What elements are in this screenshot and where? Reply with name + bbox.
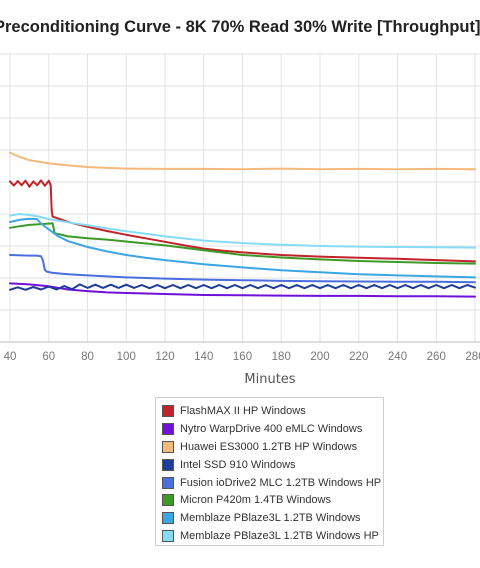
- legend-swatch: [162, 458, 174, 471]
- legend-item[interactable]: Micron P420m 1.4TB Windows: [156, 491, 383, 509]
- legend-item[interactable]: Memblaze PBlaze3L 1.2TB Windows: [156, 509, 383, 527]
- legend-label: Micron P420m 1.4TB Windows: [180, 494, 331, 507]
- legend-item[interactable]: Fusion ioDrive2 MLC 1.2TB Windows HP: [156, 474, 383, 492]
- legend-swatch: [162, 440, 174, 453]
- chart-title: Preconditioning Curve - 8K 70% Read 30% …: [0, 18, 480, 36]
- x-tick-label: 200: [310, 351, 329, 363]
- legend-label: Memblaze PBlaze3L 1.2TB Windows: [180, 512, 361, 525]
- x-tick-label: 100: [117, 351, 136, 363]
- series-line-7: [9, 217, 476, 279]
- legend-swatch: [162, 422, 174, 435]
- legend-label: Nytro WarpDrive 400 eMLC Windows: [180, 422, 363, 435]
- series-line-1: [9, 179, 476, 263]
- legend-item[interactable]: Nytro WarpDrive 400 eMLC Windows: [156, 420, 383, 438]
- legend: FlashMAX II HP Windows Nytro WarpDrive 40…: [155, 397, 384, 546]
- x-tick-label: 240: [388, 351, 407, 363]
- legend-swatch: [162, 404, 174, 417]
- series-line-4: [9, 283, 476, 291]
- legend-label: Intel SSD 910 Windows: [180, 458, 296, 471]
- legend-swatch: [162, 530, 174, 543]
- x-axis-title: Minutes: [244, 372, 295, 387]
- legend-label: Memblaze PBlaze3L 1.2TB Windows HP: [180, 530, 379, 543]
- legend-item[interactable]: Intel SSD 910 Windows: [156, 456, 383, 474]
- series-line-5: [9, 254, 476, 284]
- x-tick-label: 60: [42, 351, 55, 363]
- legend-label: Huawei ES3000 1.2TB HP Windows: [180, 440, 358, 453]
- legend-swatch: [162, 494, 174, 507]
- series-line-3: [9, 151, 476, 171]
- x-tick-label: 140: [194, 351, 213, 363]
- legend-item[interactable]: FlashMAX II HP Windows: [156, 402, 383, 420]
- x-tick-label: 280: [465, 351, 480, 363]
- legend-label: Fusion ioDrive2 MLC 1.2TB Windows HP: [180, 476, 382, 489]
- legend-item[interactable]: Memblaze PBlaze3L 1.2TB Windows HP: [156, 527, 383, 545]
- x-tick-label: 180: [272, 351, 291, 363]
- x-tick-label: 160: [233, 351, 252, 363]
- legend-swatch: [162, 512, 174, 525]
- legend-swatch: [162, 476, 174, 489]
- x-tick-label: 260: [427, 351, 446, 363]
- x-tick-label: 220: [349, 351, 368, 363]
- legend-item[interactable]: Huawei ES3000 1.2TB HP Windows: [156, 438, 383, 456]
- x-tick-label: 80: [81, 351, 94, 363]
- series-line-8: [9, 213, 476, 249]
- legend-label: FlashMAX II HP Windows: [180, 404, 306, 417]
- x-tick-label: 40: [4, 351, 17, 363]
- x-tick-label: 120: [155, 351, 174, 363]
